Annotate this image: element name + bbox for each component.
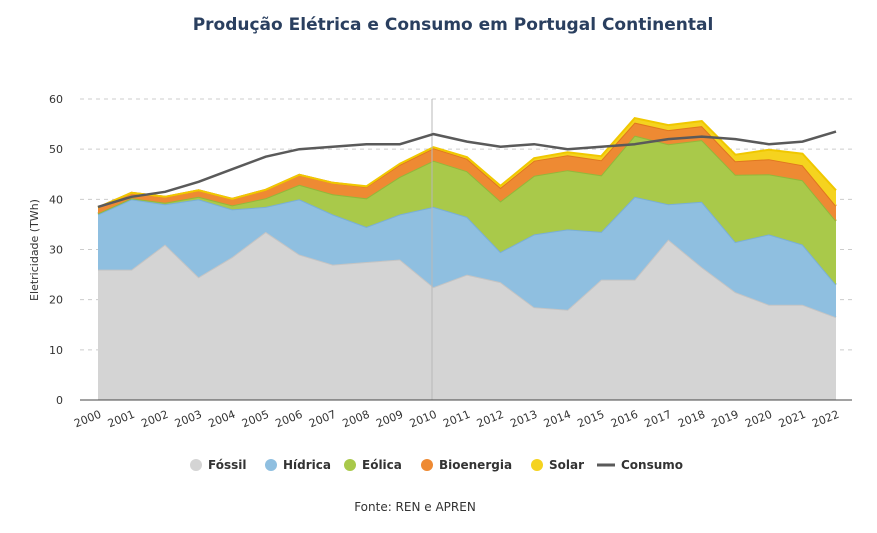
legend-item-fossil[interactable]: Fóssil <box>190 458 246 472</box>
legend-marker <box>344 459 356 471</box>
y-tick-label: 50 <box>49 143 63 156</box>
x-tick-label: 2009 <box>374 408 405 431</box>
legend-marker <box>190 459 202 471</box>
plot-areas <box>97 117 837 400</box>
x-tick-label: 2004 <box>206 408 237 431</box>
legend-marker <box>265 459 277 471</box>
x-tick-label: 2002 <box>139 408 170 431</box>
x-tick-label: 2017 <box>643 408 674 431</box>
y-tick-label: 60 <box>49 93 63 106</box>
y-tick-label: 30 <box>49 244 63 257</box>
y-tick-label: 20 <box>49 294 63 307</box>
legend: Fóssil Hídrica Eólica Bioenergia Solar Consum… <box>190 458 683 472</box>
x-tick-label: 2013 <box>508 408 539 431</box>
legend-marker <box>421 459 433 471</box>
x-axis-ticks: 2000 2001 2002 2003 2004 2005 2006 2007 2008 2009… <box>72 408 841 431</box>
area-eolica <box>98 135 836 285</box>
y-axis-ticks: 0 10 20 30 40 50 60 <box>49 93 63 407</box>
x-tick-label: 2008 <box>341 408 372 431</box>
area-fossil <box>98 231 836 400</box>
x-tick-label: 2022 <box>810 408 841 431</box>
legend-item-consumo[interactable]: Consumo <box>597 458 683 472</box>
x-tick-label: 2005 <box>240 408 271 431</box>
y-tick-label: 0 <box>56 394 63 407</box>
legend-item-solar[interactable]: Solar <box>531 458 584 472</box>
plot-lines <box>97 130 837 209</box>
x-tick-label: 2006 <box>274 408 305 431</box>
legend-item-eolica[interactable]: Eólica <box>344 458 402 472</box>
chart-title: Produção Elétrica e Consumo em Portugal … <box>193 15 714 35</box>
y-tick-label: 10 <box>49 344 63 357</box>
legend-label: Solar <box>549 458 584 472</box>
y-axis-label: Eletricidade (TWh) <box>28 199 41 301</box>
source-note: Fonte: REN e APREN <box>354 500 476 514</box>
x-tick-label: 2010 <box>408 408 439 431</box>
x-tick-label: 2015 <box>575 408 606 431</box>
x-tick-label: 2003 <box>173 408 204 431</box>
x-tick-label: 2021 <box>777 408 808 431</box>
x-tick-label: 2018 <box>676 408 707 431</box>
y-tick-label: 40 <box>49 193 63 206</box>
x-tick-label: 2016 <box>609 408 640 431</box>
x-tick-label: 2000 <box>72 408 103 431</box>
area-edge-solar <box>97 117 837 209</box>
line-consumo <box>97 130 837 209</box>
legend-label: Hídrica <box>283 458 331 472</box>
x-tick-label: 2007 <box>307 408 338 431</box>
legend-item-hidrica[interactable]: Hídrica <box>265 458 331 472</box>
x-tick-label: 2001 <box>106 408 137 431</box>
legend-label: Eólica <box>362 458 402 472</box>
legend-marker <box>531 459 543 471</box>
x-tick-label: 2019 <box>710 408 741 431</box>
x-tick-label: 2012 <box>475 408 506 431</box>
x-tick-label: 2014 <box>542 408 573 431</box>
x-tick-label: 2011 <box>441 408 472 431</box>
legend-label: Consumo <box>621 458 683 472</box>
legend-label: Bioenergia <box>439 458 512 472</box>
area-hidrica <box>98 196 836 318</box>
legend-item-bioenergia[interactable]: Bioenergia <box>421 458 512 472</box>
x-tick-label: 2020 <box>743 408 774 431</box>
legend-label: Fóssil <box>208 458 246 472</box>
